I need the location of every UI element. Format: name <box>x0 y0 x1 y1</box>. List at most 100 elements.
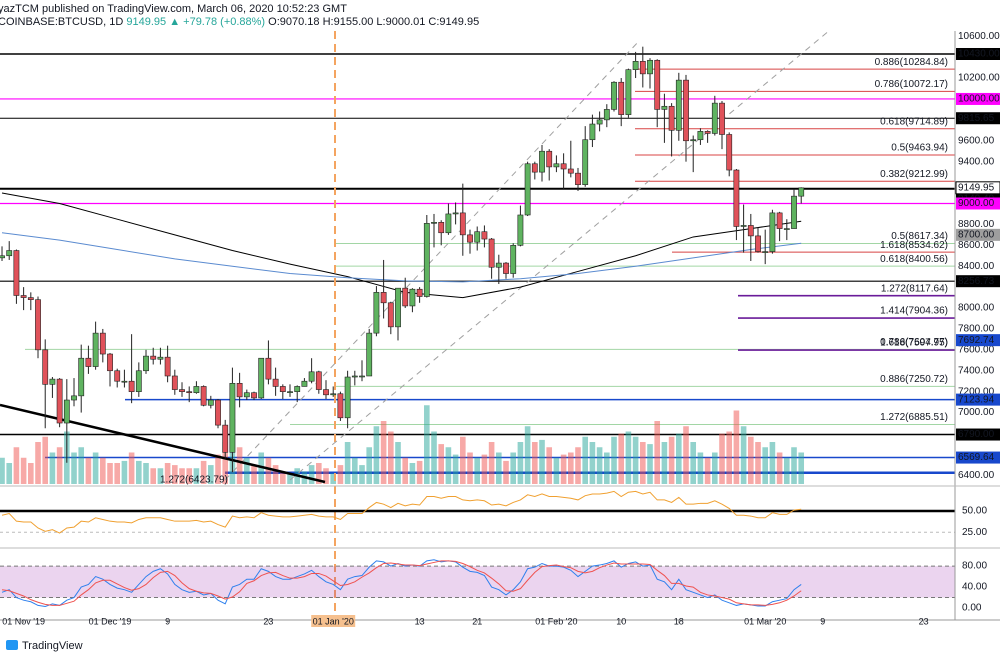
volume-bar <box>35 442 41 484</box>
candle-body <box>92 332 99 367</box>
candle-body <box>618 81 625 115</box>
price-layer <box>0 46 805 473</box>
candle-body <box>200 386 207 406</box>
volume-bar <box>755 442 761 484</box>
candle-body <box>575 172 581 185</box>
volume-bar <box>431 431 437 484</box>
candle-body <box>755 235 761 252</box>
fib-label: 0.5(9463.94) <box>891 143 948 154</box>
last-price: 9149.95 <box>126 16 166 28</box>
fib-label: 1.618(7597.95) <box>880 338 948 349</box>
volume-bar <box>553 457 560 484</box>
rsi-tick-label: 50.00 <box>962 506 987 517</box>
y-tick-label: 9400.00 <box>958 156 995 167</box>
candle-body <box>85 357 92 367</box>
fib-label: 0.618(8400.56) <box>880 254 948 265</box>
fib-label: 1.618(8534.62) <box>880 240 948 251</box>
volume-bar <box>467 452 473 484</box>
volume-bar <box>308 465 315 484</box>
candle-body <box>488 238 495 268</box>
volume-bar <box>28 463 34 484</box>
x-tick-label: 21 <box>472 616 482 626</box>
volume-bar <box>589 442 596 484</box>
candle-body <box>431 222 437 224</box>
candle-body <box>733 169 740 227</box>
axis-mark-label: 7692.74 <box>958 335 995 346</box>
y-tick-label: 7200.00 <box>958 386 995 397</box>
candle-body <box>308 371 315 382</box>
candle-body <box>798 187 805 197</box>
candle-body <box>128 380 135 392</box>
candle-body <box>380 292 387 304</box>
candle-body <box>416 288 423 297</box>
volume-bar <box>632 436 639 484</box>
volume-bar <box>539 439 545 484</box>
high: H:9155.00 <box>323 16 374 28</box>
x-tick-label: 01 Nov '19 <box>2 616 45 626</box>
candle-body <box>711 102 718 134</box>
volume-bar <box>179 468 185 484</box>
volume-bar <box>438 444 445 484</box>
axis-mark-box <box>956 228 1000 241</box>
volume-bar <box>280 471 286 484</box>
y-tick-label: 7400.00 <box>958 365 995 376</box>
fib-label: 0.5(8617.34) <box>891 231 948 242</box>
candle-body <box>625 69 632 115</box>
rsi-line <box>1 490 802 534</box>
volume-bar <box>409 463 416 484</box>
volume-bar <box>604 452 610 484</box>
candle-body <box>294 386 301 392</box>
candle-body <box>20 295 27 298</box>
candle-body <box>553 163 560 168</box>
y-tick-label: 10600.00 <box>958 31 1000 42</box>
volume-bar <box>143 463 149 484</box>
candle-body <box>661 105 668 110</box>
volume-bar <box>488 442 495 484</box>
y-tick-label: 7800.00 <box>958 324 995 335</box>
x-tick-label: 01 Jan '20 <box>313 616 354 626</box>
rsi-tick-label: 25.00 <box>962 527 987 538</box>
stoch-tick-label: 40.00 <box>962 582 987 593</box>
brand: TradingView <box>22 640 83 652</box>
candle-body <box>596 119 603 125</box>
candle-body <box>287 391 293 393</box>
candle-body <box>114 370 121 382</box>
volume-bar <box>251 465 257 484</box>
volume-bar <box>625 431 632 484</box>
level-label: 10000.00 <box>958 94 1000 105</box>
candle-body <box>135 370 142 392</box>
candle-body <box>63 399 70 424</box>
channel-line <box>224 39 641 481</box>
candle-body <box>495 262 502 268</box>
candle-body <box>150 355 157 360</box>
candle-body <box>726 134 733 171</box>
trend-line <box>0 403 326 484</box>
candle-body <box>265 357 272 380</box>
y-tick-label: 6400.00 <box>958 470 995 481</box>
volume-bar <box>344 442 351 484</box>
level-label-box <box>956 112 1000 125</box>
candle-body <box>776 212 783 229</box>
volume-bar <box>352 457 358 484</box>
volume-bar <box>654 421 661 484</box>
candle-body <box>452 212 459 215</box>
volume-bar <box>330 473 337 484</box>
candle-body <box>13 250 20 296</box>
volume-bar <box>460 436 466 484</box>
candle-body <box>272 378 279 387</box>
level-label-box <box>956 275 1000 288</box>
open: O:9070.18 <box>268 16 319 28</box>
volume-bar <box>208 465 214 484</box>
candle-body <box>258 357 265 399</box>
volume-bar <box>380 421 387 484</box>
label-layer: 6400.00 7000.00 7200.00 7400.00 7600.00 7800.… <box>2 31 1000 627</box>
candle-body <box>330 393 337 396</box>
volume-bar <box>150 468 157 484</box>
x-tick-label: 01 Mar '20 <box>744 616 786 626</box>
axis-mark-box <box>956 334 1000 347</box>
candle-body <box>769 212 776 252</box>
stoch-line <box>1 560 802 606</box>
